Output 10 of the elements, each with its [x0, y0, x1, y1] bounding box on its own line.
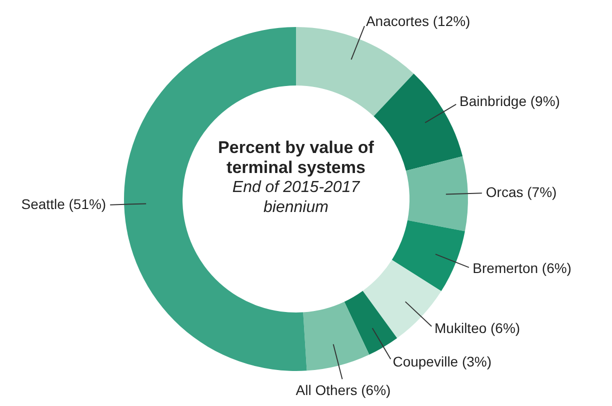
slice-label: Mukilteo (6%) [434, 320, 520, 336]
slice-label: Seattle (51%) [21, 196, 106, 212]
text: End of 2015-2017 biennium [231, 178, 362, 218]
slice-label: Anacortes (12%) [366, 13, 470, 30]
slice-label: Bremerton (6%) [472, 260, 572, 276]
slice-label: All Others (6%) [296, 382, 391, 398]
slice-label: Orcas (7%) [486, 184, 557, 200]
slice-label: Bainbridge (9%) [460, 93, 560, 110]
slice-label: Coupeville (3%) [392, 353, 492, 370]
text: Percent by value of terminal systems [217, 138, 375, 178]
